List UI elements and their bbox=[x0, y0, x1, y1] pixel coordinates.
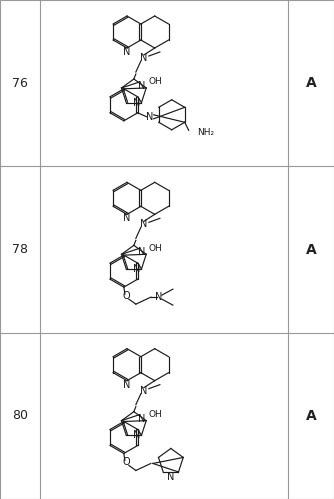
Text: N: N bbox=[123, 380, 131, 390]
Text: OH: OH bbox=[149, 244, 162, 253]
Text: OH: OH bbox=[149, 410, 162, 419]
Text: N: N bbox=[140, 53, 148, 63]
Text: 76: 76 bbox=[12, 77, 28, 90]
Text: N: N bbox=[138, 248, 145, 257]
Text: N: N bbox=[133, 430, 140, 440]
Text: N: N bbox=[138, 414, 145, 424]
Text: N: N bbox=[123, 47, 131, 57]
Text: N: N bbox=[123, 214, 131, 224]
Text: N: N bbox=[133, 264, 140, 274]
Text: A: A bbox=[306, 409, 316, 423]
Text: 80: 80 bbox=[12, 409, 28, 422]
Text: N: N bbox=[133, 97, 140, 107]
Text: A: A bbox=[306, 76, 316, 90]
Text: N: N bbox=[155, 292, 163, 302]
Text: NH₂: NH₂ bbox=[197, 128, 214, 137]
Text: N: N bbox=[146, 112, 153, 122]
Text: O: O bbox=[122, 458, 130, 468]
Text: N: N bbox=[167, 473, 175, 483]
Text: N: N bbox=[140, 220, 148, 230]
Text: N: N bbox=[138, 81, 145, 91]
Text: A: A bbox=[306, 243, 316, 256]
Text: OH: OH bbox=[149, 77, 162, 86]
Text: 78: 78 bbox=[12, 243, 28, 256]
Text: N: N bbox=[140, 386, 148, 396]
Text: O: O bbox=[122, 291, 130, 301]
